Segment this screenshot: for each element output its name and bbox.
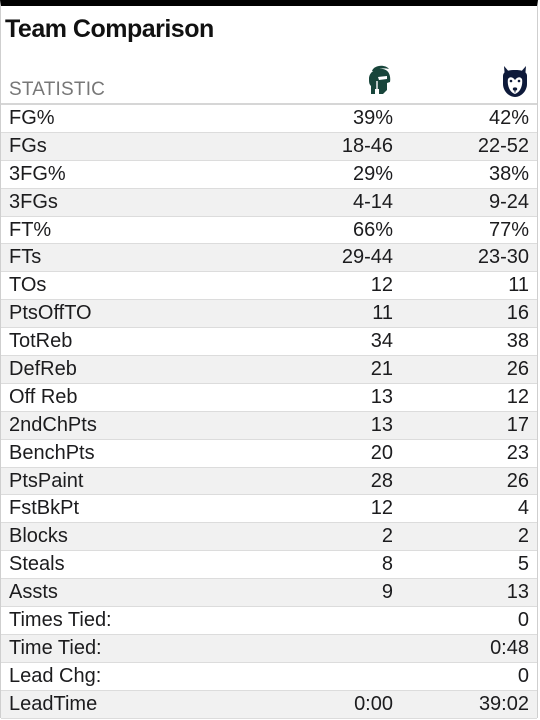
table-row: PtsOffTO 11 16 (1, 300, 537, 329)
team1-value: 29-44 (341, 246, 393, 269)
table-row: Blocks 2 2 (1, 523, 537, 552)
table-row: DefReb 21 26 (1, 356, 537, 384)
team1-value: 18-46 (341, 134, 393, 157)
table-row: BenchPts 20 23 (1, 440, 537, 468)
table-row: PtsPaint 28 26 (1, 467, 537, 496)
table-row: TOs 12 11 (1, 272, 537, 301)
table-row: FstBkPt 12 4 (1, 495, 537, 524)
table-row: Assts 9 13 (1, 579, 537, 608)
team1-value: 4-14 (352, 190, 393, 213)
table-row: LeadTime 0:00 39:02 (1, 690, 537, 719)
team1-value: 9 (381, 581, 393, 604)
team2-value: 9-24 (488, 190, 529, 213)
table-row: 2ndChPts 13 17 (1, 411, 537, 440)
team1-value: 20 (370, 441, 393, 464)
team2-value: 38 (506, 330, 529, 353)
panel-title: Team Comparison (5, 15, 214, 43)
team1-value: 12 (370, 497, 393, 520)
table-row: Steals 8 5 (1, 551, 537, 580)
stat-label: FG% (9, 107, 55, 129)
stat-label: PtsPaint (9, 469, 84, 492)
team2-value: 26 (506, 469, 529, 492)
team1-value: 39% (352, 107, 393, 129)
team2-value: 26 (506, 358, 529, 381)
team2-value: 38% (488, 162, 529, 185)
stat-label: Time Tied: (9, 636, 102, 659)
husky-icon (499, 62, 531, 100)
team1-value: 29% (352, 162, 393, 185)
stat-label: 2ndChPts (9, 413, 97, 436)
stat-label: Off Reb (9, 385, 78, 408)
stat-label: LeadTime (9, 692, 98, 715)
stat-label: TOs (9, 274, 47, 297)
stat-label: DefReb (9, 358, 77, 381)
stat-label: Times Tied: (9, 609, 112, 632)
stat-label: FstBkPt (9, 497, 80, 520)
team2-value: 0 (517, 664, 529, 687)
team1-value: 12 (370, 274, 393, 297)
stat-label: FT% (9, 218, 52, 241)
table-row: 3FGs 4-14 9-24 (1, 188, 537, 217)
team2-value: 4 (517, 497, 529, 520)
team1-value: 2 (381, 525, 393, 548)
team2-value: 0 (517, 609, 529, 632)
table-row: Lead Chg: 0 (1, 663, 537, 691)
stat-label: FGs (9, 134, 47, 157)
stat-label: FTs (9, 246, 42, 269)
team2-value: 17 (506, 413, 529, 436)
team1-value: 28 (370, 469, 393, 492)
team1-value: 21 (370, 358, 393, 381)
stats-table-body: FG% 39% 42% FGs 18-46 22-52 3FG% 29% 38% 3FGs 4-14… (1, 105, 537, 719)
stat-label: TotReb (9, 330, 73, 353)
team2-value: 11 (508, 274, 529, 297)
table-row: Times Tied: 0 (1, 607, 537, 635)
team2-value: 23 (506, 441, 529, 464)
header-divider (1, 103, 537, 105)
stat-label: 3FGs (9, 190, 58, 213)
table-row: FTs 29-44 23-30 (1, 244, 537, 273)
stat-label: 3FG% (9, 162, 66, 185)
team2-value: 16 (506, 302, 529, 325)
team1-value: 0:00 (354, 692, 393, 715)
table-row: Time Tied: 0:48 (1, 634, 537, 663)
stat-label: Lead Chg: (9, 664, 102, 687)
team2-value: 39:02 (478, 692, 529, 715)
table-row: TotReb 34 38 (1, 328, 537, 357)
team2-value: 0:48 (490, 636, 529, 659)
team2-value: 42% (488, 107, 529, 129)
team1-value: 13 (370, 385, 393, 408)
team1-value: 13 (370, 413, 393, 436)
stat-label: Steals (9, 553, 65, 576)
stat-label: Assts (9, 581, 58, 604)
stat-label: Blocks (9, 525, 68, 548)
team2-value: 2 (517, 525, 529, 548)
team2-value: 5 (517, 553, 529, 576)
stat-label: PtsOffTO (9, 302, 92, 325)
team1-value: 8 (381, 553, 393, 576)
statistic-column-header: STATISTIC (9, 79, 106, 100)
stat-label: BenchPts (9, 441, 95, 464)
table-row: FT% 66% 77% (1, 217, 537, 245)
team2-value: 12 (506, 385, 529, 408)
table-header: STATISTIC (1, 61, 537, 103)
table-row: Off Reb 13 12 (1, 384, 537, 412)
table-row: FGs 18-46 22-52 (1, 132, 537, 161)
team2-value: 77% (488, 218, 529, 241)
table-row: FG% 39% 42% (1, 105, 537, 133)
team2-value: 22-52 (477, 134, 529, 157)
team2-value: 23-30 (477, 246, 529, 269)
table-row: 3FG% 29% 38% (1, 161, 537, 189)
team2-value: 13 (506, 581, 529, 604)
team1-value: 34 (370, 330, 393, 353)
team1-value: 66% (352, 218, 393, 241)
spartan-helmet-icon (363, 62, 395, 100)
team1-value: 11 (372, 302, 393, 325)
